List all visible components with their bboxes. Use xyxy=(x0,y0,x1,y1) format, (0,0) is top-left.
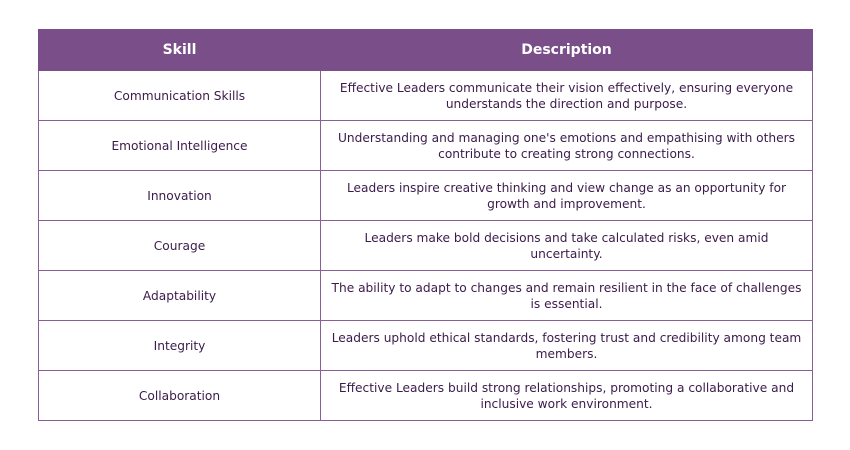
description-cell: Understanding and managing one's emotion… xyxy=(320,120,813,171)
header-skill: Skill xyxy=(38,29,321,71)
description-cell: Leaders make bold decisions and take cal… xyxy=(320,220,813,271)
skills-table-container: Skill Description Communication Skills E… xyxy=(38,29,813,421)
description-cell: The ability to adapt to changes and rema… xyxy=(320,270,813,321)
table-row: Communication Skills Effective Leaders c… xyxy=(38,70,813,121)
skill-cell: Communication Skills xyxy=(38,70,321,121)
description-cell: Effective Leaders communicate their visi… xyxy=(320,70,813,121)
skill-cell: Courage xyxy=(38,220,321,271)
description-cell: Effective Leaders build strong relations… xyxy=(320,370,813,421)
table-row: Collaboration Effective Leaders build st… xyxy=(38,370,813,421)
table-header: Skill Description xyxy=(38,29,813,71)
skill-cell: Collaboration xyxy=(38,370,321,421)
table-row: Courage Leaders make bold decisions and … xyxy=(38,220,813,271)
table-body: Communication Skills Effective Leaders c… xyxy=(38,70,813,421)
description-cell: Leaders inspire creative thinking and vi… xyxy=(320,170,813,221)
table-row: Adaptability The ability to adapt to cha… xyxy=(38,270,813,321)
description-cell: Leaders uphold ethical standards, foster… xyxy=(320,320,813,371)
skill-cell: Emotional Intelligence xyxy=(38,120,321,171)
skills-table: Skill Description Communication Skills E… xyxy=(38,29,813,421)
skill-cell: Integrity xyxy=(38,320,321,371)
header-row: Skill Description xyxy=(38,29,813,71)
table-row: Integrity Leaders uphold ethical standar… xyxy=(38,320,813,371)
skill-cell: Adaptability xyxy=(38,270,321,321)
skill-cell: Innovation xyxy=(38,170,321,221)
header-description: Description xyxy=(320,29,813,71)
table-row: Emotional Intelligence Understanding and… xyxy=(38,120,813,171)
table-row: Innovation Leaders inspire creative thin… xyxy=(38,170,813,221)
